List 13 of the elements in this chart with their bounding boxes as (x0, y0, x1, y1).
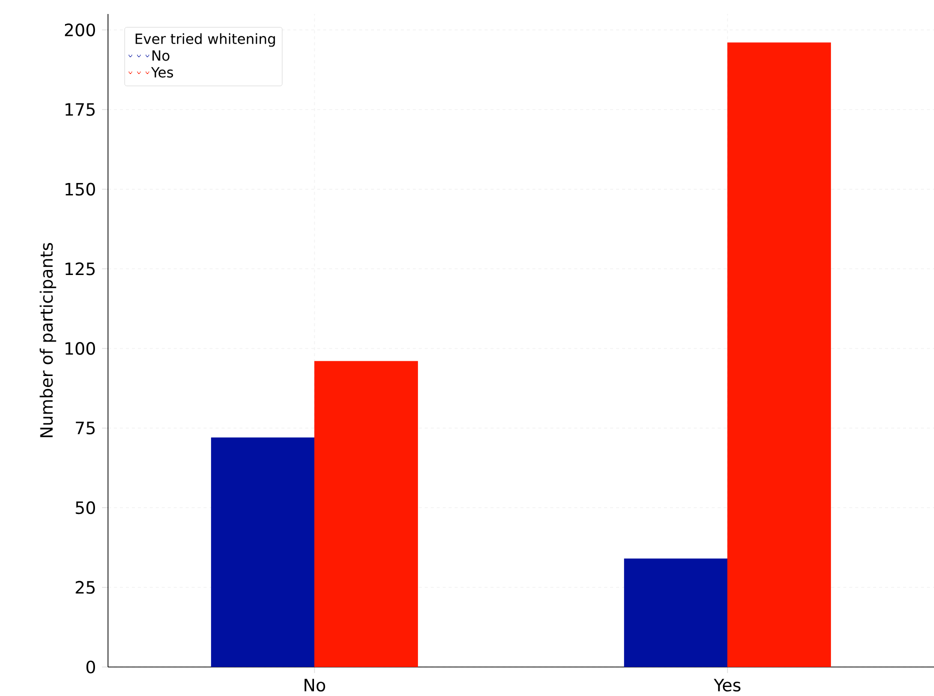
legend-label: No (152, 50, 170, 61)
y-tick-label: 25 (76, 580, 95, 594)
y-tick-label: 100 (66, 342, 95, 355)
y-tick-label: 125 (66, 262, 95, 276)
legend-title: Ever tried whitening (136, 33, 275, 47)
y-axis-title: Number of participants (40, 242, 56, 438)
legend-label: Yes (151, 67, 174, 78)
y-tick-label: 75 (76, 422, 95, 434)
y-tick-label: 150 (66, 182, 95, 196)
y-tick-label: 50 (76, 501, 96, 514)
y-tick-label: 175 (66, 103, 95, 116)
y-tick-label: 200 (64, 23, 95, 36)
y-tick-label: 0 (86, 660, 96, 674)
